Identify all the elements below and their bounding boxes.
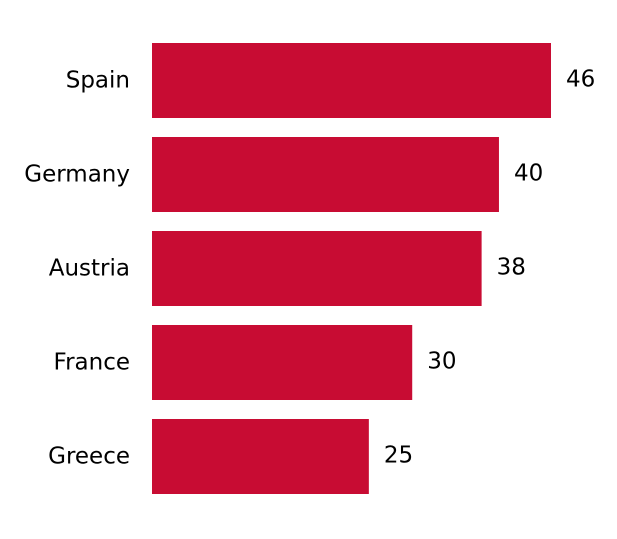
category-label-germany: Germany: [24, 162, 130, 188]
bar-france: [152, 325, 413, 400]
value-label-france: 30: [427, 349, 456, 375]
value-label-greece: 25: [384, 443, 413, 469]
value-label-germany: 40: [514, 161, 543, 187]
bars-group: [152, 43, 551, 494]
value-label-spain: 46: [566, 67, 595, 93]
category-label-france: France: [54, 350, 130, 376]
bar-spain: [152, 43, 551, 118]
bar-greece: [152, 419, 369, 494]
bar-austria: [152, 231, 482, 306]
category-labels: Spain Germany Austria France Greece: [24, 68, 130, 470]
bar-germany: [152, 137, 499, 212]
category-label-austria: Austria: [49, 256, 130, 282]
value-label-austria: 38: [497, 255, 526, 281]
category-label-spain: Spain: [66, 68, 130, 94]
category-label-greece: Greece: [48, 444, 130, 470]
value-labels: 46 40 38 30 25: [384, 67, 595, 469]
